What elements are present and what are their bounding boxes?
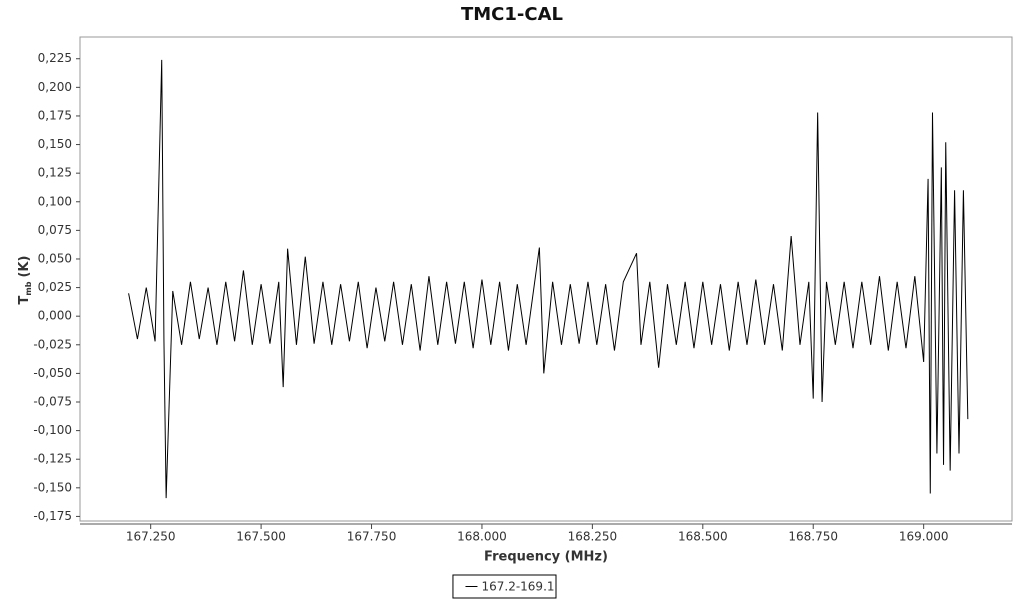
y-tick-label: -0,075 [33,395,72,409]
legend: 167.2-169.1 [452,574,557,599]
x-tick-label: 169.000 [899,530,949,544]
legend-label: 167.2-169.1 [481,580,554,594]
y-tick-label: -0,175 [33,509,72,523]
y-tick-label: 0,225 [38,51,72,65]
y-tick-label: 0,175 [38,108,72,122]
x-tick-label: 168.250 [568,530,618,544]
y-tick-label: 0,150 [38,137,72,151]
legend-box [452,574,557,599]
y-label-main: T [17,295,32,304]
x-tick-label: 168.750 [788,530,838,544]
y-label-unit: (K) [17,256,32,278]
chart-title: TMC1-CAL [461,4,563,25]
y-tick-label: 0,000 [38,309,72,323]
y-tick-label: -0,125 [33,452,72,466]
plot-frame [79,36,1013,522]
y-tick-label: 0,075 [38,223,72,237]
y-label-parts: Tmb (K) [17,256,33,305]
x-tick-label: 167.500 [236,530,286,544]
x-tick-label: 168.000 [457,530,507,544]
y-tick-label: -0,150 [33,480,72,494]
x-axis-label: Frequency (MHz) [484,550,608,565]
y-tick-label: 0,025 [38,280,72,294]
x-tick-label: 167.750 [347,530,397,544]
y-label-sub: mb [24,281,33,295]
y-axis-label: Tmb (K) [17,256,33,305]
y-tick-label: 0,200 [38,80,72,94]
series-line [128,59,969,499]
y-tick-label: 0,125 [38,166,72,180]
y-tick-label: -0,050 [33,366,72,380]
y-tick-label: 0,100 [38,194,72,208]
y-tick-label: -0,025 [33,337,72,351]
x-tick-label: 167.250 [126,530,176,544]
x-tick-label: 168.500 [678,530,728,544]
y-tick-label: 0,050 [38,251,72,265]
y-tick-label: -0,100 [33,423,72,437]
